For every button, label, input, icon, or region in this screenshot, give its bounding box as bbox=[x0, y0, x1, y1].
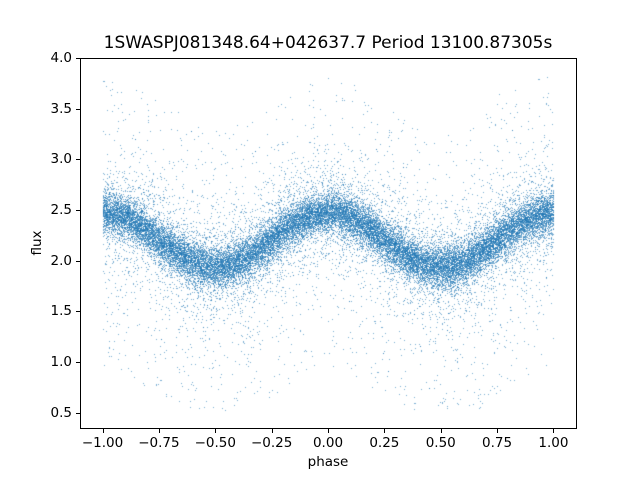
y-tick-mark bbox=[76, 58, 80, 59]
y-tick-label: 2.0 bbox=[50, 252, 72, 269]
y-tick-label: 1.5 bbox=[50, 303, 72, 320]
x-tick-label: 0.50 bbox=[425, 435, 456, 451]
x-tick-label: −0.75 bbox=[138, 435, 180, 451]
y-tick-label: 2.5 bbox=[50, 202, 72, 219]
x-tick-mark bbox=[328, 429, 329, 433]
y-tick-label: 0.5 bbox=[50, 404, 72, 421]
x-tick-label: 0.75 bbox=[482, 435, 513, 451]
x-tick-label: −1.00 bbox=[81, 435, 124, 451]
x-tick-label: 1.00 bbox=[538, 435, 569, 451]
x-tick-label: −0.25 bbox=[250, 435, 293, 451]
y-tick-mark bbox=[76, 210, 80, 211]
x-axis-label: phase bbox=[307, 454, 349, 470]
x-tick-mark bbox=[272, 429, 273, 433]
y-tick-mark bbox=[76, 159, 80, 160]
x-tick-mark bbox=[215, 429, 216, 433]
y-tick-mark bbox=[76, 109, 80, 110]
x-tick-mark bbox=[497, 429, 498, 433]
y-tick-mark bbox=[76, 362, 80, 363]
y-tick-label: 3.5 bbox=[50, 100, 72, 117]
y-tick-mark bbox=[76, 261, 80, 262]
y-tick-mark bbox=[76, 311, 80, 312]
y-tick-mark bbox=[76, 413, 80, 414]
chart-title: 1SWASPJ081348.64+042637.7 Period 13100.8… bbox=[103, 33, 553, 53]
plot-area bbox=[80, 58, 577, 429]
x-tick-label: 0.00 bbox=[312, 435, 344, 451]
y-tick-label: 3.0 bbox=[50, 151, 72, 168]
x-tick-mark bbox=[441, 429, 442, 433]
x-tick-mark bbox=[384, 429, 385, 433]
y-tick-label: 4.0 bbox=[50, 50, 72, 66]
y-axis-label: flux bbox=[29, 230, 45, 256]
x-tick-label: 0.25 bbox=[369, 435, 400, 451]
x-tick-label: −0.50 bbox=[194, 435, 236, 451]
x-tick-mark bbox=[103, 429, 104, 433]
x-tick-mark bbox=[553, 429, 554, 433]
x-tick-mark bbox=[159, 429, 160, 433]
y-tick-label: 1.0 bbox=[50, 354, 72, 371]
